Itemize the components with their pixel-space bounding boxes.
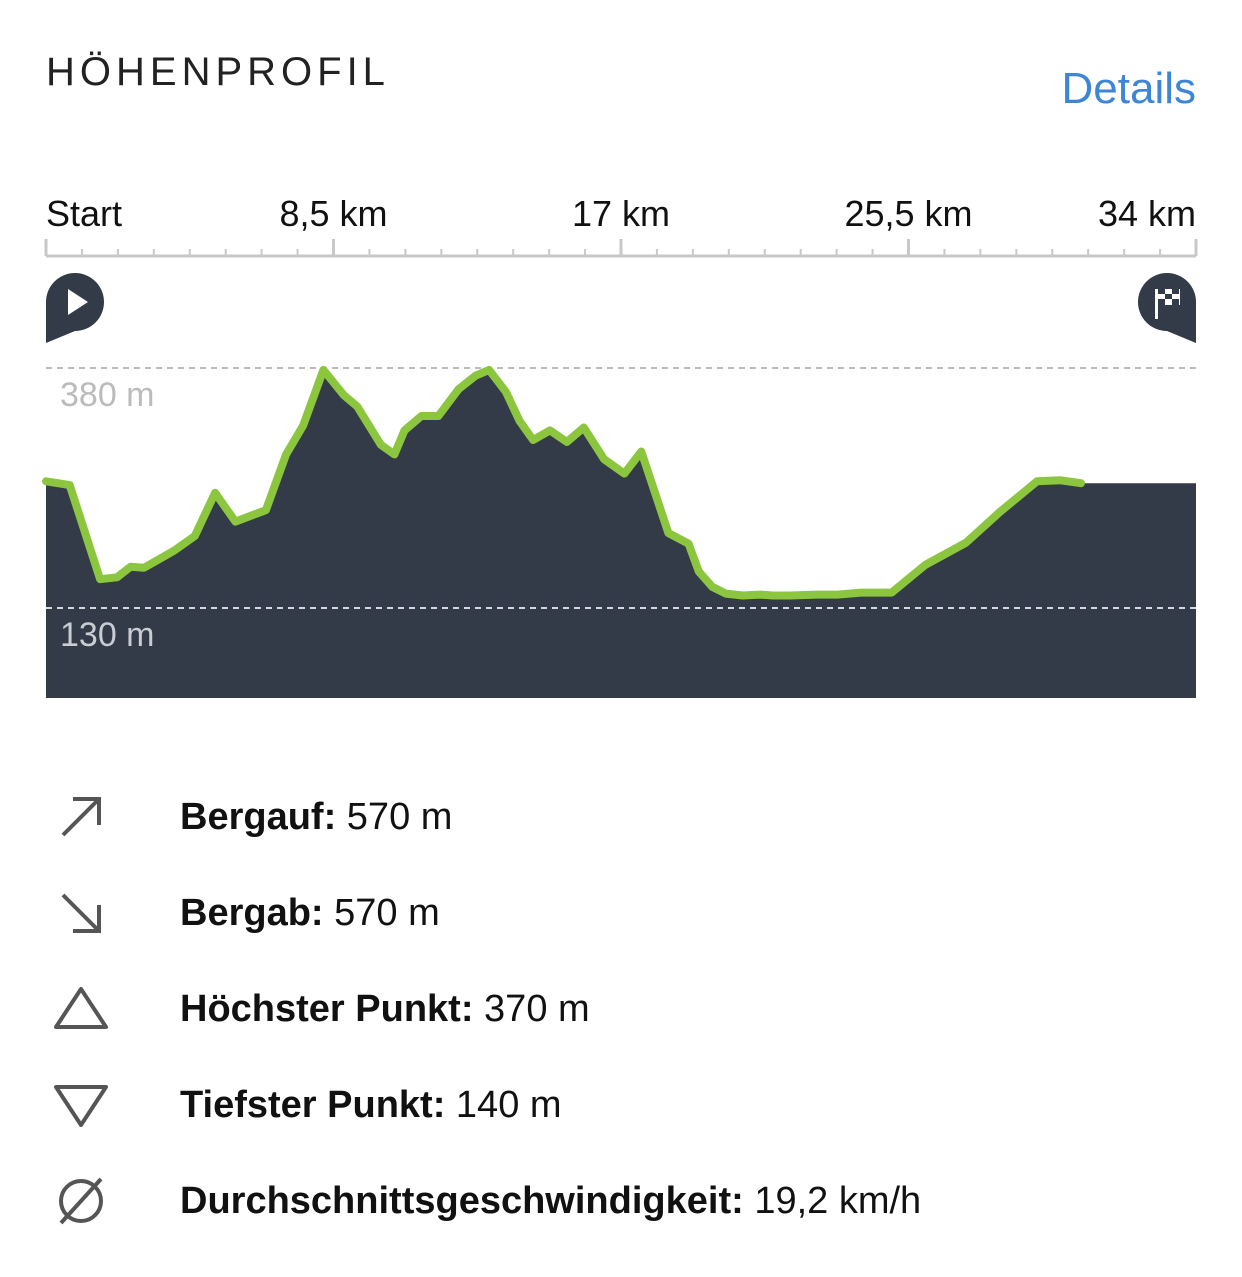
stat-value-descent: 570 m [334, 891, 440, 934]
x-tick-label-25-5km: 25,5 km [844, 193, 973, 234]
elevation-chart[interactable]: 380 m 130 m [0, 235, 1242, 705]
x-tick-label-34km: 34 km [1097, 193, 1196, 234]
stat-row-descent: Bergab: 570 m [46, 878, 1196, 948]
stat-row-highest: Höchster Punkt: 370 m [46, 974, 1196, 1044]
x-tick-label-17km: 17 km [571, 193, 671, 234]
stat-label-lowest: Tiefster Punkt: [180, 1083, 446, 1126]
stat-value-lowest: 140 m [455, 1083, 562, 1126]
stat-label-avg-speed: Durchschnittsgeschwindigkeit: [180, 1179, 744, 1222]
stat-label-highest: Höchster Punkt: [180, 987, 474, 1030]
x-tick-label-start: Start [46, 193, 123, 234]
stat-label-ascent: Bergauf: [180, 795, 337, 838]
stat-row-lowest: Tiefster Punkt: 140 m [46, 1070, 1196, 1140]
ref-label-380m: 380 m [60, 376, 155, 414]
stat-value-ascent: 570 m [346, 795, 453, 838]
average-icon [46, 1166, 116, 1236]
x-axis-ticks [44, 239, 1198, 256]
arrow-up-right-icon [46, 782, 116, 852]
elevation-area [46, 369, 1196, 698]
finish-flag-icon[interactable] [1138, 273, 1196, 343]
x-axis-labels: Start 8,5 km 17 km 25,5 km 34 km [46, 193, 1196, 243]
stat-value-highest: 370 m [484, 987, 590, 1030]
x-tick-label-8-5km: 8,5 km [279, 193, 388, 234]
details-link[interactable]: Details [1061, 64, 1197, 113]
triangle-up-icon [46, 974, 116, 1044]
stat-row-avg-speed: Durchschnittsgeschwindigkeit: 19,2 km/h [46, 1166, 1196, 1236]
arrow-down-right-icon [46, 878, 116, 948]
start-marker-icon[interactable] [46, 273, 104, 343]
page-title: HÖHENPROFIL [46, 50, 390, 94]
stat-row-ascent: Bergauf: 570 m [46, 782, 1196, 852]
stat-label-descent: Bergab: [180, 891, 324, 934]
stat-value-avg-speed: 19,2 km/h [754, 1179, 922, 1222]
elevation-profile-line [42, 365, 1085, 600]
triangle-down-icon [46, 1070, 116, 1140]
ref-label-130m: 130 m [60, 616, 155, 654]
